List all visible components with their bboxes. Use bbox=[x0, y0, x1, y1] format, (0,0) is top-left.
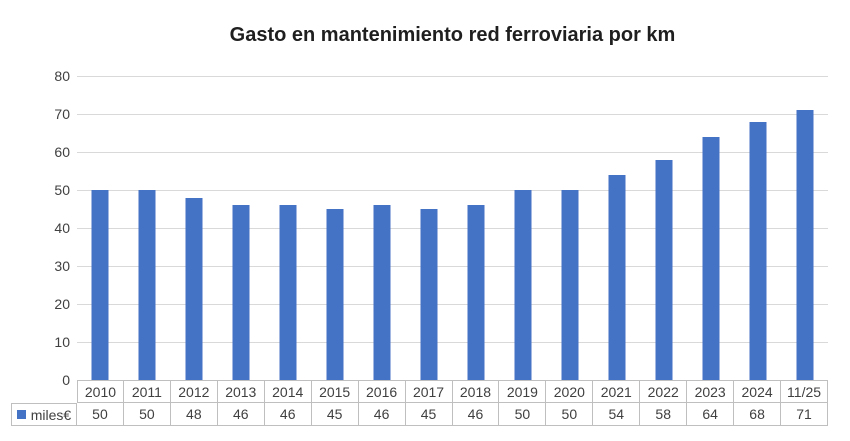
value-cell-2014: 46 bbox=[264, 403, 312, 426]
series-color-swatch-icon bbox=[16, 410, 26, 419]
bar-2018 bbox=[467, 205, 485, 380]
gridline-10 bbox=[77, 342, 828, 343]
y-tick-label-50: 50 bbox=[54, 182, 70, 198]
category-label-2012: 2012 bbox=[170, 380, 218, 403]
value-cell-2016: 46 bbox=[358, 403, 406, 426]
table-corner-spacer bbox=[11, 380, 77, 403]
bar-2020 bbox=[561, 190, 579, 380]
bar-column-2015 bbox=[312, 76, 359, 380]
gridline-60 bbox=[77, 152, 828, 153]
bar-2019 bbox=[514, 190, 532, 380]
gridline-70 bbox=[77, 114, 828, 115]
y-tick-label-0: 0 bbox=[62, 372, 70, 388]
value-cell-2010: 50 bbox=[77, 403, 124, 426]
category-label-2023: 2023 bbox=[687, 380, 735, 403]
y-tick-label-30: 30 bbox=[54, 258, 70, 274]
value-cell-2022: 58 bbox=[640, 403, 688, 426]
y-tick-label-40: 40 bbox=[54, 220, 70, 236]
y-tick-label-10: 10 bbox=[54, 334, 70, 350]
bar-column-2024 bbox=[734, 76, 781, 380]
bar-column-2023 bbox=[687, 76, 734, 380]
category-label-11/25: 11/25 bbox=[781, 380, 828, 403]
bar-column-2013 bbox=[218, 76, 265, 380]
category-label-2013: 2013 bbox=[217, 380, 265, 403]
bar-2011 bbox=[138, 190, 156, 380]
y-tick-label-60: 60 bbox=[54, 144, 70, 160]
category-label-2014: 2014 bbox=[264, 380, 312, 403]
category-label-2022: 2022 bbox=[640, 380, 688, 403]
category-label-2011: 2011 bbox=[123, 380, 171, 403]
bar-2013 bbox=[232, 205, 250, 380]
category-label-2018: 2018 bbox=[452, 380, 500, 403]
category-label-2024: 2024 bbox=[734, 380, 782, 403]
value-cell-2017: 45 bbox=[405, 403, 453, 426]
bar-column-2020 bbox=[546, 76, 593, 380]
bar-column-2010 bbox=[77, 76, 124, 380]
bar-2021 bbox=[608, 174, 626, 380]
data-table: 2010 2011 2012 2013 2014 2015 2016 2017 2018 2019… bbox=[11, 380, 828, 426]
value-cell-11/25: 71 bbox=[781, 403, 828, 426]
bar-column-2014 bbox=[265, 76, 312, 380]
plot-area bbox=[77, 76, 828, 380]
y-tick-label-20: 20 bbox=[54, 296, 70, 312]
category-label-2017: 2017 bbox=[405, 380, 453, 403]
category-label-2021: 2021 bbox=[593, 380, 641, 403]
bar-2023 bbox=[702, 136, 720, 380]
gridline-50 bbox=[77, 190, 828, 191]
gridline-40 bbox=[77, 228, 828, 229]
legend-cell: miles€ bbox=[11, 403, 77, 426]
bar-2017 bbox=[420, 209, 438, 380]
gridline-20 bbox=[77, 304, 828, 305]
bar-11/25 bbox=[796, 110, 814, 380]
bar-series bbox=[77, 76, 828, 380]
bar-2012 bbox=[185, 197, 203, 380]
value-cell-2023: 64 bbox=[687, 403, 735, 426]
y-axis: 0 10 20 30 40 50 60 70 80 bbox=[0, 0, 70, 441]
value-cell-2018: 46 bbox=[452, 403, 500, 426]
value-cell-2015: 45 bbox=[311, 403, 359, 426]
bar-2016 bbox=[373, 205, 391, 380]
gridline-80 bbox=[77, 76, 828, 77]
chart-title: Gasto en mantenimiento red ferroviaria p… bbox=[229, 24, 676, 46]
y-tick-label-70: 70 bbox=[54, 106, 70, 122]
bar-2022 bbox=[655, 159, 673, 380]
value-cell-2019: 50 bbox=[499, 403, 547, 426]
bar-column-2012 bbox=[171, 76, 218, 380]
category-label-2019: 2019 bbox=[499, 380, 547, 403]
bar-column-2022 bbox=[640, 76, 687, 380]
bar-column-2016 bbox=[359, 76, 406, 380]
gridline-30 bbox=[77, 266, 828, 267]
value-cell-2011: 50 bbox=[123, 403, 171, 426]
value-cell-2021: 54 bbox=[593, 403, 641, 426]
bar-column-11/25 bbox=[781, 76, 828, 380]
category-label-2015: 2015 bbox=[311, 380, 359, 403]
bar-2024 bbox=[749, 121, 767, 380]
bar-2014 bbox=[279, 205, 297, 380]
value-cell-2012: 48 bbox=[170, 403, 218, 426]
category-label-2016: 2016 bbox=[358, 380, 406, 403]
value-cell-2020: 50 bbox=[546, 403, 594, 426]
bar-column-2017 bbox=[406, 76, 453, 380]
series-name-label: miles€ bbox=[30, 406, 72, 423]
y-tick-label-80: 80 bbox=[54, 68, 70, 84]
bar-column-2011 bbox=[124, 76, 171, 380]
value-cell-2024: 68 bbox=[734, 403, 782, 426]
category-label-2020: 2020 bbox=[546, 380, 594, 403]
bar-2010 bbox=[91, 190, 109, 380]
value-cell-2013: 46 bbox=[217, 403, 265, 426]
bar-column-2021 bbox=[593, 76, 640, 380]
bar-column-2018 bbox=[453, 76, 500, 380]
bar-2015 bbox=[326, 209, 344, 380]
category-label-2010: 2010 bbox=[77, 380, 124, 403]
bar-column-2019 bbox=[499, 76, 546, 380]
